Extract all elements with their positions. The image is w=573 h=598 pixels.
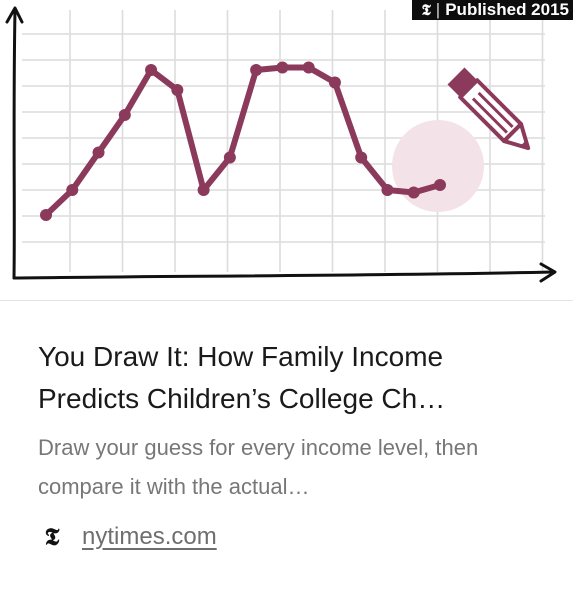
drawn-point <box>66 184 78 196</box>
drawn-point <box>381 184 393 196</box>
drawn-point <box>250 64 262 76</box>
published-badge: 𝕿 | Published 2015 <box>412 0 573 20</box>
drawn-point <box>434 179 446 191</box>
drawn-point <box>40 209 52 221</box>
thumbnail-image[interactable]: 𝕿 | Published 2015 <box>0 0 573 300</box>
x-axis <box>14 272 553 278</box>
drawn-point <box>224 152 236 164</box>
source-domain-link[interactable]: nytimes.com <box>82 523 217 551</box>
drawn-line-path <box>46 68 440 216</box>
you-draw-it-chart <box>0 0 573 300</box>
nyt-logo-icon: 𝕿 <box>38 522 66 551</box>
drawn-point <box>145 64 157 76</box>
divider <box>0 300 573 301</box>
drawn-point <box>355 152 367 164</box>
drawing-highlight-circle <box>392 120 484 212</box>
drawn-point <box>198 184 210 196</box>
drawn-point <box>171 84 183 96</box>
drawn-point <box>119 109 131 121</box>
article-description: Draw your guess for every income level, … <box>38 428 548 506</box>
drawn-point <box>303 62 315 74</box>
drawn-point <box>408 187 420 199</box>
y-axis <box>14 10 15 278</box>
drawn-point <box>329 77 341 89</box>
article-title[interactable]: You Draw It: How Family Income Predicts … <box>38 336 548 420</box>
published-date: Published 2015 <box>445 0 569 20</box>
nyt-logo-icon: 𝕿 <box>422 1 431 19</box>
badge-separator: | <box>436 0 440 20</box>
source-row[interactable]: 𝕿 nytimes.com <box>38 522 217 551</box>
drawn-point <box>93 147 105 159</box>
drawn-point <box>276 62 288 74</box>
